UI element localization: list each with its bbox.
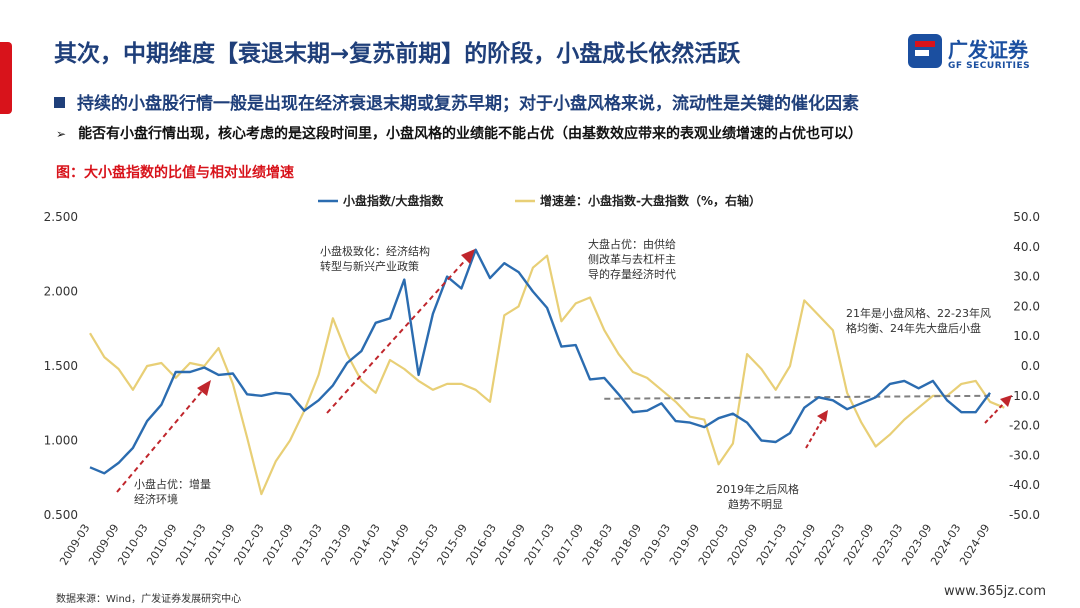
- company-logo: 广发证券 GF SECURITIES: [908, 34, 1048, 78]
- right-axis-tick-label: 30.0: [1013, 270, 1040, 284]
- right-axis-tick-label: 20.0: [1013, 299, 1040, 313]
- trend-arrow-1-head: [197, 380, 211, 396]
- right-axis-tick-label: -40.0: [1009, 478, 1040, 492]
- page-title: 其次，中期维度【衰退末期→复苏前期】的阶段，小盘成长依然活跃: [54, 41, 741, 67]
- trend-arrow-2: [326, 254, 471, 414]
- data-source: 数据来源：Wind，广发证券发展研究中心: [56, 594, 242, 605]
- annotation-line: 导的存量经济时代: [588, 267, 676, 281]
- right-axis-ticks: -50.0 -40.0 -30.0 -20.0 -10.0 0.0 10.0 20.0 30.0…: [1009, 210, 1040, 522]
- trend-arrow-3-head: [817, 410, 828, 422]
- sub-bullet-text: 能否有小盘行情出现，核心考虑的是这段时间里，小盘风格的业绩能不能占优（由基数效应…: [78, 126, 863, 142]
- trend-arrow-4: [984, 398, 1009, 424]
- figure-title: 图：大小盘指数的比值与相对业绩增速: [56, 165, 294, 181]
- right-axis-tick-label: -30.0: [1009, 448, 1040, 462]
- trend-reference-line: [604, 394, 991, 400]
- trend-arrow-2-head: [461, 249, 475, 264]
- trend-arrow-4-head: [1000, 395, 1012, 407]
- right-axis-tick-label: 40.0: [1013, 240, 1040, 254]
- left-axis-tick-label: 1.500: [44, 359, 78, 373]
- ratio-growth-chart: 0.500 1.000 1.500 2.000 2.500 -50.0 -40.0 -30.…: [44, 193, 1040, 568]
- left-axis-tick-label: 1.000: [44, 434, 78, 448]
- accent-bar: [0, 42, 12, 114]
- logo-text-en: GF SECURITIES: [948, 61, 1031, 71]
- x-axis-ticks: 2009-032009-092010-032010-092011-032011-…: [57, 522, 992, 568]
- right-axis-tick-label: -10.0: [1009, 389, 1040, 403]
- main-bullet-text: 持续的小盘股行情一般是出现在经济衰退末期或复苏早期；对于小盘风格来说，流动性是关…: [77, 94, 859, 114]
- chart-legend: 小盘指数/大盘指数 增速差：小盘指数-大盘指数（%，右轴）: [318, 193, 761, 208]
- annotation-line: 经济环境: [134, 492, 178, 506]
- annotation-line: 格均衡、24年先大盘后小盘: [846, 321, 981, 335]
- right-axis-tick-label: 50.0: [1013, 210, 1040, 224]
- series-line-growth-diff: [89, 254, 1005, 496]
- legend-label-growth: 增速差：小盘指数-大盘指数（%，右轴）: [540, 193, 761, 208]
- legend-label-ratio: 小盘指数/大盘指数: [343, 193, 444, 208]
- left-axis-ticks: 0.500 1.000 1.500 2.000 2.500: [44, 210, 78, 522]
- series-lines: [89, 248, 1005, 496]
- annotation-line: 转型与新兴产业政策: [320, 259, 419, 273]
- series-line-ratio: [89, 248, 991, 475]
- left-axis-tick-label: 2.500: [44, 210, 78, 224]
- trend-arrow-3: [805, 414, 826, 449]
- arrow-bullet-icon: ➢: [56, 127, 67, 141]
- annotation-line: 小盘占优：增量: [134, 477, 211, 491]
- trend-arrows: [116, 249, 1012, 493]
- watermark: www.365jz.com: [944, 584, 1046, 599]
- main-bullet: 持续的小盘股行情一般是出现在经济衰退末期或复苏早期；对于小盘风格来说，流动性是关…: [54, 89, 859, 114]
- right-axis-tick-label: 10.0: [1013, 329, 1040, 343]
- right-axis-tick-label: 0.0: [1021, 359, 1040, 373]
- square-bullet-icon: [54, 97, 65, 108]
- annotation-line: 侧改革与去杠杆主: [588, 252, 676, 266]
- sub-bullet: ➢ 能否有小盘行情出现，核心考虑的是这段时间里，小盘风格的业绩能不能占优（由基数效…: [56, 123, 862, 143]
- annotation-line: 趋势不明显: [728, 498, 783, 511]
- right-axis-tick-label: -20.0: [1009, 419, 1040, 433]
- logo-icon: [908, 34, 942, 68]
- left-axis-tick-label: 0.500: [44, 508, 78, 522]
- left-axis-tick-label: 2.000: [44, 285, 78, 299]
- right-axis-tick-label: -50.0: [1009, 508, 1040, 522]
- annotation-line: 小盘极致化：经济结构: [320, 244, 430, 258]
- annotation-line: 大盘占优：由供给: [588, 237, 676, 251]
- logo-text-cn: 广发证券: [948, 38, 1028, 62]
- annotation-line: 2019年之后风格: [716, 482, 799, 496]
- annotation-line: 21年是小盘风格、22-23年风: [846, 306, 991, 320]
- chart-annotations: 小盘占优：增量 经济环境 小盘极致化：经济结构 转型与新兴产业政策 大盘占优：由…: [134, 237, 991, 511]
